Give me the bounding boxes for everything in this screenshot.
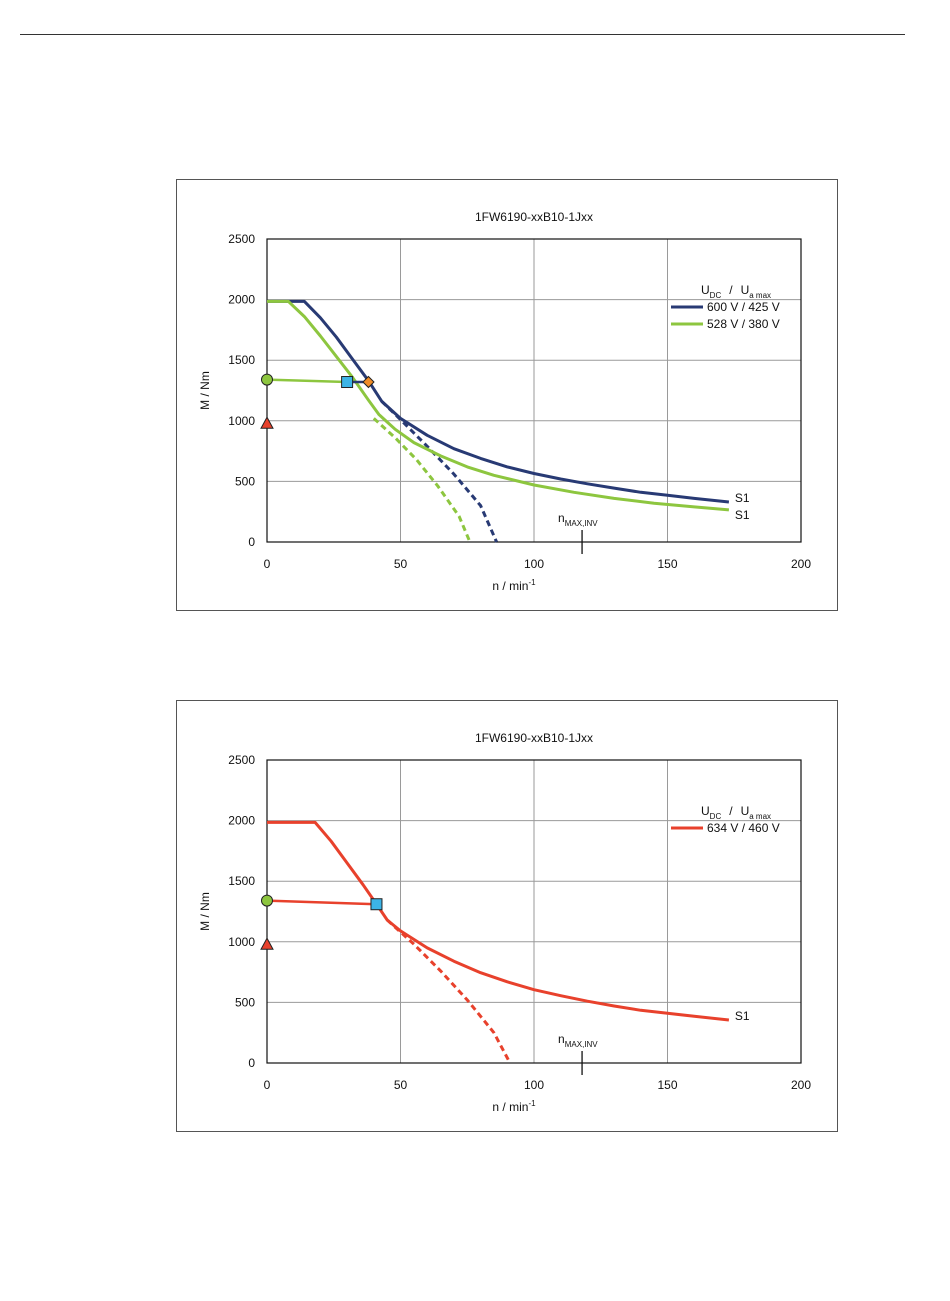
y-tick-label: 1500 xyxy=(228,874,255,888)
x-tick-label: 0 xyxy=(264,1078,271,1092)
grid-lines xyxy=(267,760,801,1063)
y-tick-label: 1000 xyxy=(228,935,255,949)
nmax-label-main: n xyxy=(558,511,565,525)
legend-header-u2: U xyxy=(741,283,750,297)
y-tick-label: 2500 xyxy=(228,232,255,246)
nmax-label-sub: MAX,INV xyxy=(565,1040,599,1049)
x-axis-label: n / min-1 xyxy=(492,1099,536,1114)
grid-lines xyxy=(267,239,801,542)
torque-speed-chart-2: 1FW6190-xxB10-1Jxx 0 50 100 150 200 0 500 1000 15… xyxy=(176,700,838,1132)
x-axis-label-main: n / min xyxy=(492,1100,528,1114)
y-tick-label: 500 xyxy=(235,474,255,488)
series-dashed-line-1 xyxy=(372,417,472,543)
x-tick-label: 100 xyxy=(524,557,544,571)
series-line-0 xyxy=(267,299,730,504)
y-tick-label: 0 xyxy=(248,1056,255,1070)
x-tick-label: 150 xyxy=(657,1078,677,1092)
nmax-label-sub: MAX,INV xyxy=(565,519,599,528)
nmax-label: nMAX,INV xyxy=(558,1032,598,1049)
x-tick-label: 50 xyxy=(394,1078,408,1092)
x-tick-label: 200 xyxy=(791,557,811,571)
series-end-label: S1 xyxy=(735,491,750,505)
y-tick-label: 500 xyxy=(235,995,255,1009)
y-axis-label: M / Nm xyxy=(198,371,212,410)
plot-area-frame xyxy=(266,238,802,543)
legend-header-u-sub: DC xyxy=(710,812,722,821)
x-tick-label: 0 xyxy=(264,557,271,571)
legend-label: 600 V / 425 V xyxy=(707,300,780,314)
marker-circle xyxy=(261,373,273,386)
legend-header: UDC / Ua max xyxy=(701,283,771,300)
x-tick-label: 50 xyxy=(394,557,408,571)
chart-title: 1FW6190-xxB10-1Jxx xyxy=(475,731,593,745)
marker-square xyxy=(341,376,354,389)
series-line-1 xyxy=(267,299,730,512)
legend-header-sep: / xyxy=(729,804,733,818)
y-tick-label: 2500 xyxy=(228,753,255,767)
marker-diamond xyxy=(362,375,375,389)
nmax-label-main: n xyxy=(558,1032,565,1046)
y-tick-label: 0 xyxy=(248,535,255,549)
y-axis-label: M / Nm xyxy=(198,892,212,931)
legend-header: UDC / Ua max xyxy=(701,804,771,821)
legend-label: 528 V / 380 V xyxy=(707,317,780,331)
marker-circle xyxy=(261,894,273,907)
legend-header-u-sub: DC xyxy=(710,291,722,300)
legend-header-sep: / xyxy=(729,283,733,297)
chart-title: 1FW6190-xxB10-1Jxx xyxy=(475,210,593,224)
base-characteristic-line xyxy=(266,899,377,906)
legend-header-u: U xyxy=(701,804,710,818)
series-end-label: S1 xyxy=(735,1009,750,1023)
marker-triangle xyxy=(260,937,274,950)
x-tick-label: 150 xyxy=(657,557,677,571)
torque-speed-chart-1: 1FW6190-xxB10-1Jxx 0 50 100 150 200 0 500 1000 15… xyxy=(176,179,838,611)
x-axis-label-sup: -1 xyxy=(528,1099,536,1108)
marker-square xyxy=(370,898,383,911)
base-characteristic-line xyxy=(266,378,348,384)
legend-header-u2: U xyxy=(741,804,750,818)
y-tick-label: 2000 xyxy=(228,814,255,828)
x-axis-label-sup: -1 xyxy=(528,578,536,587)
series-dashed-line-0 xyxy=(380,400,498,543)
plot-area-frame xyxy=(266,759,802,1064)
nmax-label: nMAX,INV xyxy=(558,511,598,528)
y-tick-label: 2000 xyxy=(228,293,255,307)
y-tick-label: 1000 xyxy=(228,414,255,428)
marker-triangle xyxy=(260,416,274,429)
legend-header-u2-sub: a max xyxy=(749,812,771,821)
y-tick-label: 1500 xyxy=(228,353,255,367)
x-tick-label: 100 xyxy=(524,1078,544,1092)
x-axis-label: n / min-1 xyxy=(492,578,536,593)
series-dashed-line-0 xyxy=(386,918,512,1064)
legend-header-u: U xyxy=(701,283,710,297)
series-end-label: S1 xyxy=(735,508,750,522)
legend-header-u2-sub: a max xyxy=(749,291,771,300)
x-axis-label-main: n / min xyxy=(492,579,528,593)
series-line-0 xyxy=(267,820,730,1022)
page-top-rule xyxy=(20,34,905,35)
x-tick-label: 200 xyxy=(791,1078,811,1092)
legend-label: 634 V / 460 V xyxy=(707,821,780,835)
